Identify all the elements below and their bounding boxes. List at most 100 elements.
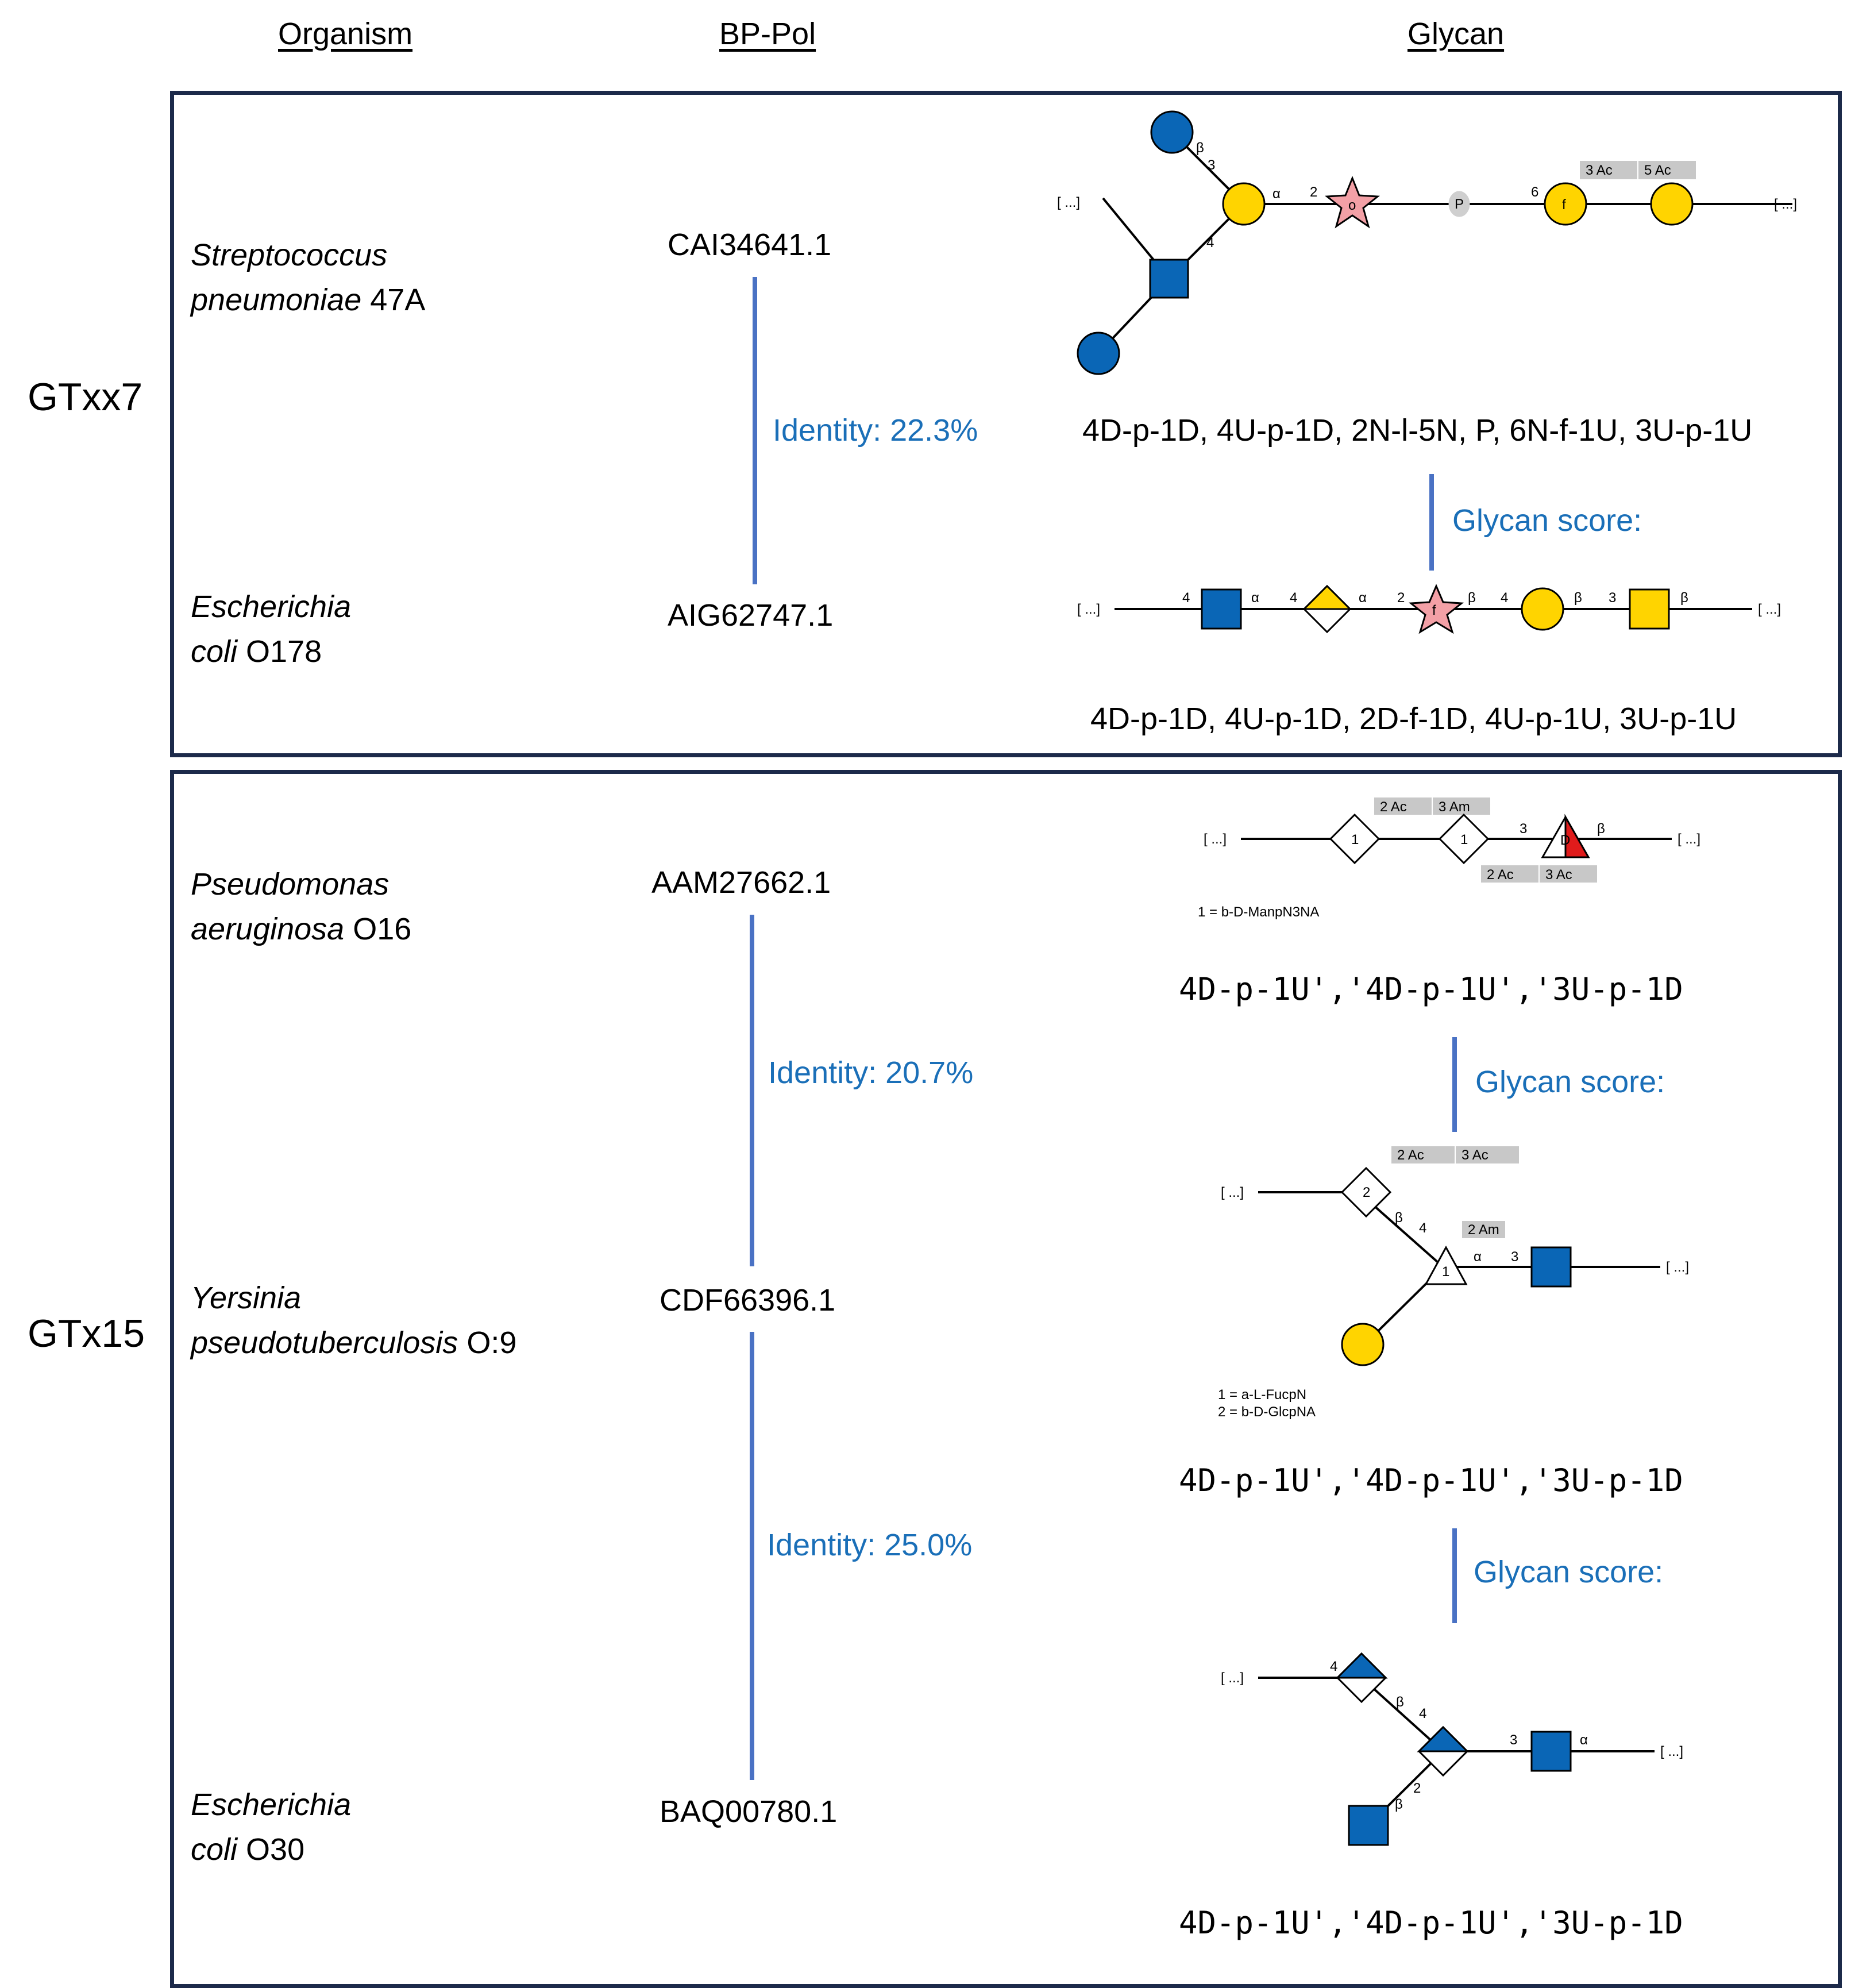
svg-text:1: 1 bbox=[1442, 1264, 1449, 1280]
svg-text:D: D bbox=[1560, 833, 1570, 848]
identity-1: Identity: 22.3% bbox=[773, 413, 978, 448]
svg-text:2 Ac: 2 Ac bbox=[1397, 1147, 1424, 1163]
svg-text:1 = a-L-FucpN: 1 = a-L-FucpN bbox=[1218, 1387, 1306, 1403]
organism-3: Pseudomonas aeruginosa O16 bbox=[191, 867, 412, 946]
glycan-code-1: 4D-p-1D, 4U-p-1D, 2N-l-5N, P, 6N-f-1U, 3… bbox=[1082, 413, 1753, 448]
svg-text:β: β bbox=[1395, 1797, 1403, 1812]
glycan-score-3: Glycan score: bbox=[1474, 1555, 1664, 1589]
svg-text:4: 4 bbox=[1290, 590, 1297, 606]
svg-text:4: 4 bbox=[1330, 1659, 1337, 1674]
svg-text:α: α bbox=[1474, 1249, 1482, 1265]
svg-text:3 Am: 3 Am bbox=[1439, 799, 1470, 815]
svg-text:3: 3 bbox=[1510, 1732, 1517, 1748]
svg-text:[ ...]: [ ...] bbox=[1666, 1259, 1689, 1275]
svg-text:[ ...]: [ ...] bbox=[1077, 602, 1100, 617]
svg-text:2 Ac: 2 Ac bbox=[1380, 799, 1407, 815]
svg-text:4: 4 bbox=[1419, 1220, 1426, 1236]
group-box-gtxx7 bbox=[170, 91, 1842, 757]
header-organism: Organism bbox=[278, 17, 413, 51]
svg-text:o: o bbox=[1348, 198, 1356, 213]
group-label-gtx15: GTx15 bbox=[28, 1312, 145, 1355]
glycan-score-2: Glycan score: bbox=[1475, 1065, 1665, 1099]
svg-text:1: 1 bbox=[1351, 832, 1359, 847]
glycan-code-5: 4D-p-1U','4D-p-1U','3U-p-1D bbox=[1179, 1905, 1683, 1941]
svg-text:3: 3 bbox=[1208, 157, 1215, 173]
svg-text:α: α bbox=[1359, 590, 1367, 606]
svg-text:[ ...]: [ ...] bbox=[1221, 1670, 1244, 1686]
glycan-score-1: Glycan score: bbox=[1452, 503, 1642, 538]
accession-5: BAQ00780.1 bbox=[660, 1794, 838, 1829]
svg-text:β: β bbox=[1680, 590, 1688, 606]
svg-text:f: f bbox=[1432, 603, 1436, 618]
group-box-gtx15 bbox=[170, 770, 1842, 1988]
svg-text:4: 4 bbox=[1419, 1706, 1426, 1721]
accession-1: CAI34641.1 bbox=[668, 228, 832, 262]
svg-text:3 Ac: 3 Ac bbox=[1545, 867, 1572, 883]
identity-2: Identity: 20.7% bbox=[768, 1055, 974, 1090]
svg-text:4: 4 bbox=[1182, 590, 1190, 606]
svg-text:4: 4 bbox=[1501, 590, 1508, 606]
glycan-structure-1: [ ...] [ ...] 3 Ac 5 Ac P o f β α 2 3 4 … bbox=[1057, 110, 1797, 375]
svg-text:2 Ac: 2 Ac bbox=[1487, 867, 1514, 883]
group-label-gtxx7: GTxx7 bbox=[28, 375, 143, 419]
svg-text:[ ...]: [ ...] bbox=[1678, 831, 1700, 847]
svg-text:P: P bbox=[1455, 197, 1464, 212]
svg-text:2 = b-D-GlcpNA: 2 = b-D-GlcpNA bbox=[1218, 1404, 1316, 1420]
glycan-score-connector-1 bbox=[1429, 474, 1434, 571]
svg-text:2: 2 bbox=[1363, 1185, 1370, 1200]
svg-text:3: 3 bbox=[1609, 590, 1616, 606]
svg-text:[ ...]: [ ...] bbox=[1057, 195, 1080, 210]
header-glycan: Glycan bbox=[1407, 17, 1505, 51]
identity-3: Identity: 25.0% bbox=[767, 1528, 973, 1562]
glycan-structure-2: [ ...] [ ...] 4 α 4 α 2 f β 4 β 3 β bbox=[1077, 584, 1781, 634]
header-bppol: BP-Pol bbox=[719, 17, 816, 51]
identity-connector-1 bbox=[753, 277, 757, 584]
glycan-code-3: 4D-p-1U','4D-p-1U','3U-p-1D bbox=[1179, 971, 1683, 1007]
svg-text:β: β bbox=[1597, 821, 1605, 837]
glycan-score-connector-3 bbox=[1452, 1528, 1457, 1623]
svg-text:[ ...]: [ ...] bbox=[1660, 1744, 1683, 1759]
svg-text:3: 3 bbox=[1511, 1249, 1518, 1265]
glycan-code-4: 4D-p-1U','4D-p-1U','3U-p-1D bbox=[1179, 1462, 1683, 1498]
glycan-structure-4: [ ...] [ ...] 2 Ac 3 Ac 2 Am 2 1 β 4 α 3… bbox=[1218, 1146, 1689, 1420]
identity-connector-2 bbox=[750, 915, 754, 1266]
accession-3: AAM27662.1 bbox=[651, 865, 831, 900]
svg-text:[ ...]: [ ...] bbox=[1204, 831, 1227, 847]
svg-text:[ ...]: [ ...] bbox=[1758, 602, 1781, 617]
svg-text:2: 2 bbox=[1310, 184, 1317, 200]
svg-text:2 Am: 2 Am bbox=[1468, 1222, 1499, 1238]
svg-text:β: β bbox=[1396, 1694, 1404, 1710]
glycan-structure-5: [ ...] [ ...] 4 β 4 3 α 2 β bbox=[1221, 1652, 1683, 1846]
accession-2: AIG62747.1 bbox=[668, 598, 834, 633]
organism-4: Yersinia pseudotuberculosis O:9 bbox=[191, 1281, 517, 1360]
svg-text:α: α bbox=[1580, 1732, 1588, 1748]
glycan-structure-3: [ ...] [ ...] 2 Ac 3 Am 2 Ac 3 Ac 1 1 D … bbox=[1198, 797, 1700, 920]
svg-text:6: 6 bbox=[1531, 184, 1538, 200]
svg-text:α: α bbox=[1272, 186, 1281, 202]
identity-connector-3 bbox=[750, 1332, 754, 1780]
svg-text:[ ...]: [ ...] bbox=[1774, 197, 1797, 212]
organism-1: Streptococcus pneumoniae 47A bbox=[191, 238, 426, 317]
svg-text:3: 3 bbox=[1520, 821, 1527, 837]
svg-text:[ ...]: [ ...] bbox=[1221, 1185, 1244, 1200]
svg-text:β: β bbox=[1196, 140, 1204, 156]
svg-text:β: β bbox=[1468, 590, 1476, 606]
svg-text:1: 1 bbox=[1460, 832, 1468, 847]
svg-text:4: 4 bbox=[1206, 235, 1214, 251]
glycan-score-connector-2 bbox=[1452, 1037, 1457, 1132]
accession-4: CDF66396.1 bbox=[660, 1283, 836, 1317]
svg-text:β: β bbox=[1395, 1210, 1403, 1226]
svg-text:f: f bbox=[1562, 197, 1566, 213]
svg-text:3 Ac: 3 Ac bbox=[1586, 163, 1613, 178]
svg-text:3 Ac: 3 Ac bbox=[1461, 1147, 1488, 1163]
svg-text:1 = b-D-ManpN3NA: 1 = b-D-ManpN3NA bbox=[1198, 904, 1319, 920]
organism-5: Escherichia coli O30 bbox=[191, 1787, 352, 1867]
glycan-code-2: 4D-p-1D, 4U-p-1D, 2D-f-1D, 4U-p-1U, 3U-p… bbox=[1090, 702, 1737, 736]
svg-text:5 Ac: 5 Ac bbox=[1644, 163, 1671, 178]
svg-text:2: 2 bbox=[1397, 590, 1405, 606]
svg-text:β: β bbox=[1574, 590, 1582, 606]
svg-text:2: 2 bbox=[1413, 1781, 1421, 1796]
organism-2: Escherichia coli O178 bbox=[191, 590, 352, 669]
svg-text:α: α bbox=[1251, 590, 1259, 606]
